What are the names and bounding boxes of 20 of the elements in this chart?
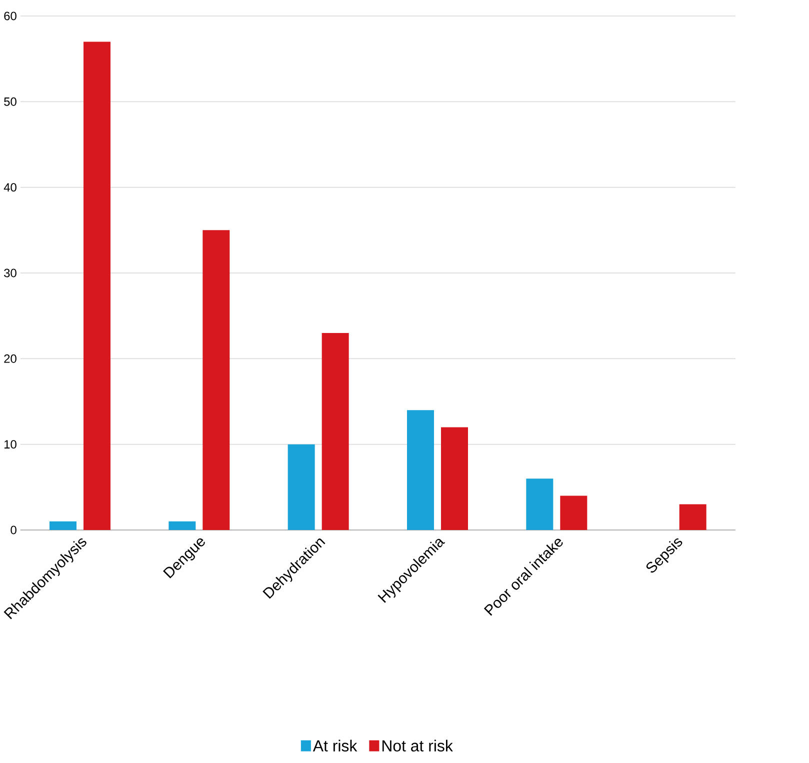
bar bbox=[288, 444, 315, 530]
bar bbox=[50, 521, 76, 530]
bar bbox=[168, 521, 196, 530]
bar bbox=[441, 427, 468, 530]
bar bbox=[560, 496, 588, 530]
bar bbox=[202, 230, 230, 530]
bar bbox=[526, 478, 554, 530]
y-tick-label: 50 bbox=[4, 97, 16, 106]
y-tick-label: 10 bbox=[4, 440, 16, 449]
y-tick-label: 30 bbox=[4, 268, 16, 278]
bar bbox=[84, 42, 110, 530]
legend-label: Not at risk bbox=[382, 740, 453, 752]
y-tick-label: 40 bbox=[4, 183, 16, 192]
y-tick-label: 20 bbox=[4, 354, 16, 363]
bar bbox=[322, 332, 349, 530]
bar bbox=[407, 410, 434, 530]
y-tick-label: 0 bbox=[10, 526, 16, 534]
y-tick-label: 60 bbox=[4, 12, 16, 20]
legend-label: At risk bbox=[312, 740, 358, 752]
bar bbox=[679, 504, 706, 530]
